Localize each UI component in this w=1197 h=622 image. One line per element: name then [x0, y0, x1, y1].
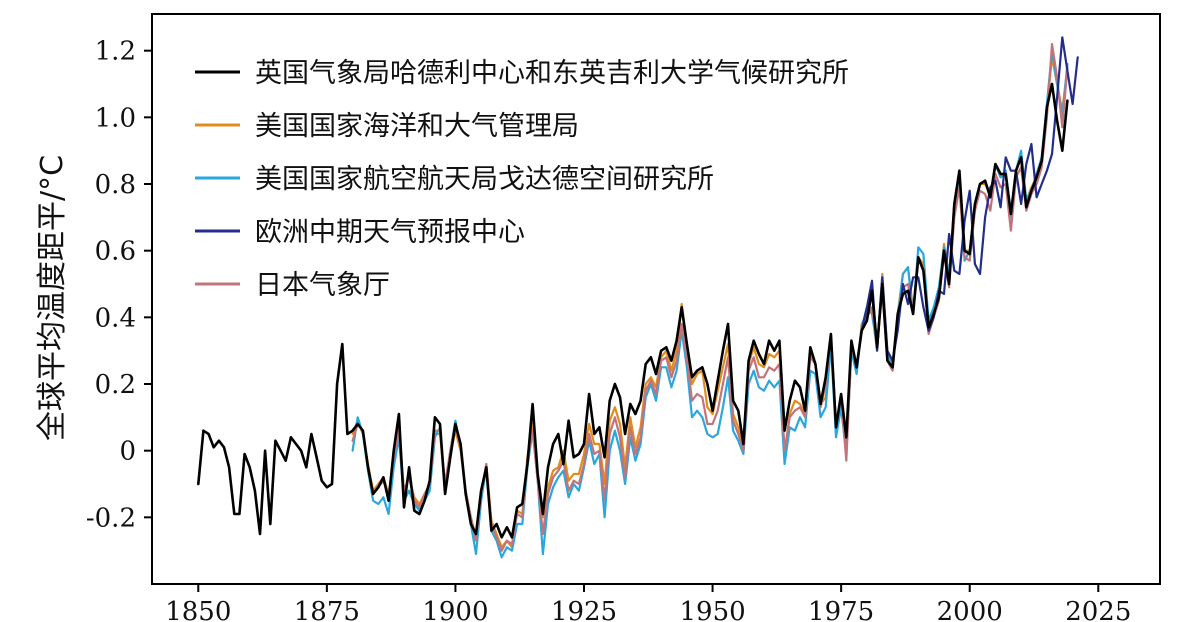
- legend-label: 美国国家海洋和大气管理局: [255, 111, 579, 142]
- legend-label: 美国国家航空航天局戈达德空间研究所: [255, 164, 714, 195]
- x-tick-label: 1925: [551, 597, 617, 622]
- plot-frame: [151, 13, 1161, 585]
- x-tick-label: 1875: [294, 597, 360, 622]
- y-tick-label: 0: [119, 437, 136, 467]
- lines-layer: [197, 36, 1079, 559]
- y-tick-label: 0.2: [95, 370, 136, 400]
- x-tick-label: 2000: [937, 597, 1003, 622]
- y-tick-label: 0.8: [95, 170, 136, 200]
- x-tick-label: 1900: [422, 597, 488, 622]
- series-line-2: [351, 49, 1069, 559]
- axes-layer: 1850 1875 1900 1925 1950 1975 2000 2025 -0.2 0 0.2…: [86, 13, 1161, 622]
- x-tick-label: 1950: [679, 597, 745, 622]
- y-tick-label: -0.2: [86, 503, 136, 533]
- y-tick-label: 0.6: [95, 237, 136, 267]
- x-tick-label: 1850: [165, 597, 231, 622]
- legend: 英国气象局哈德利中心和东英吉利大学气候研究所美国国家海洋和大气管理局美国国家航空…: [195, 58, 849, 301]
- y-axis-label: 全球平均温度距平/°C: [35, 155, 70, 441]
- legend-label: 日本气象厅: [255, 270, 390, 301]
- legend-label: 英国气象局哈德利中心和东英吉利大学气候研究所: [255, 58, 849, 89]
- x-tick-label: 1975: [808, 597, 874, 622]
- x-tick-label: 2025: [1065, 597, 1131, 622]
- series-line-0: [197, 82, 1069, 539]
- y-tick-label: 1.0: [95, 103, 136, 133]
- series-line-3: [860, 36, 1079, 362]
- y-tick-label: 0.4: [95, 303, 136, 333]
- y-tick-label: 1.2: [95, 37, 136, 67]
- legend-label: 欧洲中期天气预报中心: [255, 217, 525, 248]
